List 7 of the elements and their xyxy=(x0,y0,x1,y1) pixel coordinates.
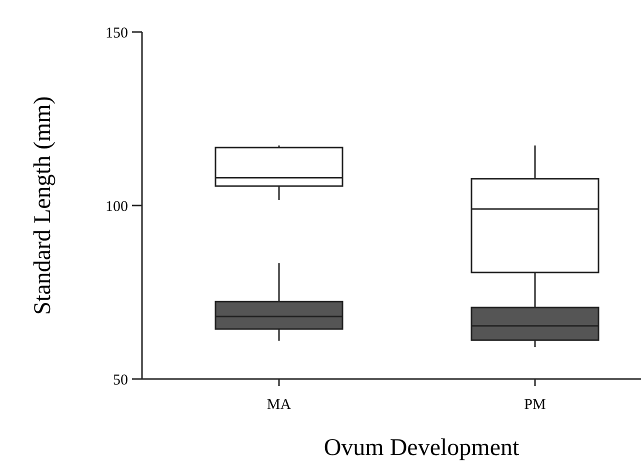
x-tick-label: PM xyxy=(524,397,546,413)
y-tick-label: 50 xyxy=(113,372,128,388)
y-tick-label: 150 xyxy=(106,25,128,42)
x-axis-title: Ovum Development xyxy=(324,435,520,461)
x-tick-label: MA xyxy=(266,397,292,413)
y-axis-title: Standard Length (mm) xyxy=(30,96,56,315)
y-tick-label: 100 xyxy=(106,198,128,215)
